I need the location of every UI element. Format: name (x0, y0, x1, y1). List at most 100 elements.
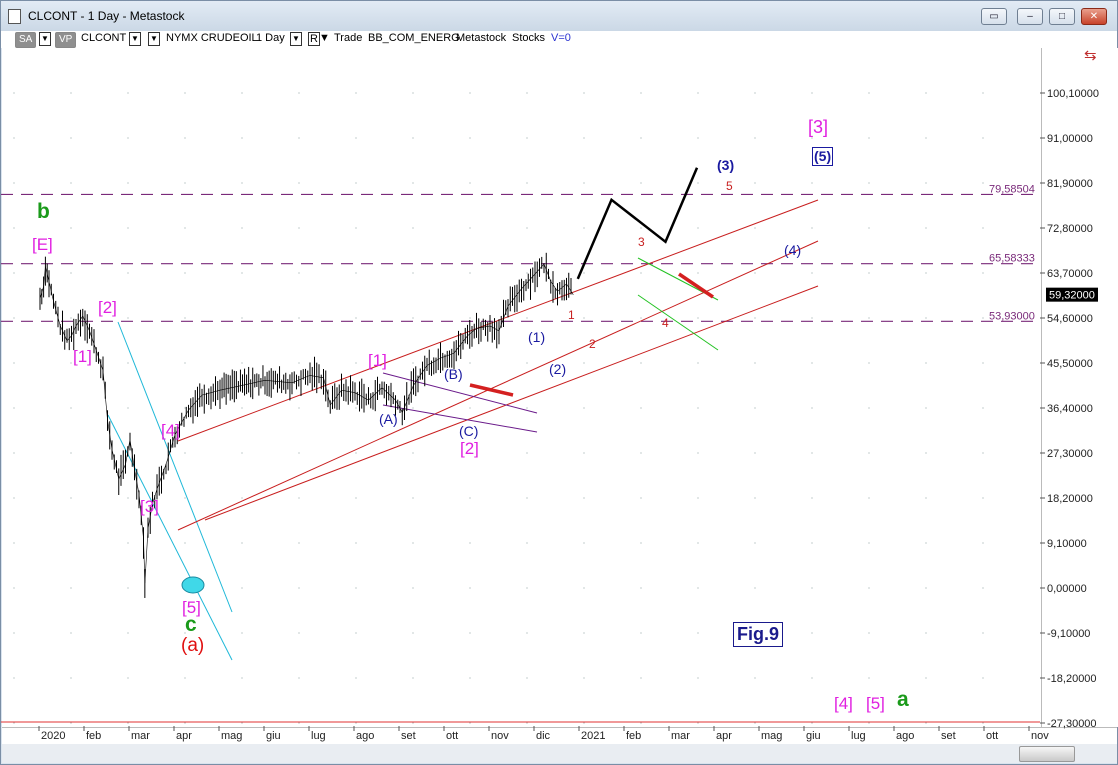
volume-indicator: V=0 (551, 32, 571, 44)
grid-dot (640, 677, 642, 679)
instrument-dropdown-icon[interactable]: ▼ (148, 32, 160, 46)
flag-line-top (382, 372, 538, 414)
grid-dot (868, 92, 870, 94)
grid-dot (241, 677, 243, 679)
x-tick-label: dic (536, 730, 551, 742)
grid-dot (127, 137, 129, 139)
grid-dot (583, 317, 585, 319)
grid-dot (298, 452, 300, 454)
grid-dot (70, 587, 72, 589)
chart-toolbar: SA ▼ VP CLCONT ▼ ▼ NYMX CRUDEOIL 1 Day ▼… (1, 31, 1117, 48)
y-tick-label: 18,20000 (1047, 493, 1093, 505)
grid-dot (982, 722, 984, 724)
grid-dot (640, 137, 642, 139)
grid-dot (355, 722, 357, 724)
plot-area[interactable] (2, 48, 1041, 727)
x-tick-label: mar (671, 730, 690, 742)
y-axis-area (1041, 48, 1118, 727)
maximize-button[interactable]: □ (1049, 8, 1075, 25)
channel-line-mid (177, 240, 819, 531)
x-tick-label: set (401, 730, 416, 742)
grid-dot (241, 407, 243, 409)
level-label: 53,93000 (989, 310, 1035, 322)
symbol-dropdown-icon[interactable]: ▼ (129, 32, 141, 46)
grid-dot (583, 722, 585, 724)
title-bar: CLCONT - 1 Day - Metastock ▭ – □ ✕ (1, 1, 1117, 31)
grid-dot (925, 137, 927, 139)
window-title: CLCONT - 1 Day - Metastock (28, 9, 185, 23)
grid-dot (298, 587, 300, 589)
grid-dot (298, 722, 300, 724)
grid-dot (925, 542, 927, 544)
grid-dot (868, 317, 870, 319)
grid-dot (526, 137, 528, 139)
sa-dropdown-icon[interactable]: ▼ (39, 32, 51, 46)
grid-dot (241, 542, 243, 544)
grid-dot (469, 227, 471, 229)
grid-dot (640, 92, 642, 94)
grid-dot (811, 722, 813, 724)
r-button[interactable]: R (308, 32, 320, 46)
period-dropdown-icon[interactable]: ▼ (290, 32, 302, 46)
grid-dot (412, 272, 414, 274)
grid-dot (355, 452, 357, 454)
grid-dot (697, 722, 699, 724)
horizontal-scrollbar[interactable] (2, 744, 1117, 763)
grid-dot (583, 182, 585, 184)
wave-label-3-major: [3] (140, 497, 159, 516)
grid-dot (925, 632, 927, 634)
grid-dot (925, 227, 927, 229)
x-tick-label: feb (626, 730, 641, 742)
grid-dot (526, 722, 528, 724)
chart-tools-icon[interactable]: ⇆ (1084, 47, 1097, 64)
grid-dot (184, 452, 186, 454)
grid-dot (754, 542, 756, 544)
grid-dot (526, 92, 528, 94)
grid-dot (811, 137, 813, 139)
grid-dot (412, 722, 414, 724)
grid-dot (184, 407, 186, 409)
grid-dot (754, 272, 756, 274)
toolbar-item-source: Metastock (456, 32, 507, 44)
grid-dot (526, 407, 528, 409)
grid-dot (70, 677, 72, 679)
grid-dot (127, 722, 129, 724)
grid-dot (754, 587, 756, 589)
wave-label-C: (C) (459, 423, 479, 439)
grid-dot (355, 632, 357, 634)
grid-dot (298, 137, 300, 139)
vp-button[interactable]: VP (55, 32, 77, 48)
close-button[interactable]: ✕ (1081, 8, 1107, 25)
grid-dot (70, 632, 72, 634)
red-marker-2 (678, 272, 714, 299)
y-tick-label: 54,60000 (1047, 313, 1093, 325)
grid-dot (925, 182, 927, 184)
x-tick-label: ott (446, 730, 458, 742)
symbol-field[interactable]: CLCONT (81, 32, 127, 44)
grid-dot (298, 407, 300, 409)
r-dropdown-icon[interactable]: ▼ (319, 32, 330, 44)
grid-dot (13, 227, 15, 229)
grid-dot (982, 137, 984, 139)
grid-dot (412, 677, 414, 679)
restore-toolbar-icon[interactable]: ▭ (981, 8, 1007, 25)
grid-dot (298, 317, 300, 319)
grid-dot (982, 182, 984, 184)
minimize-button[interactable]: – (1017, 8, 1043, 25)
grid-dot (811, 452, 813, 454)
grid-dot (526, 317, 528, 319)
y-tick-label: 36,40000 (1047, 403, 1093, 415)
sa-button[interactable]: SA (15, 32, 37, 48)
grid-dot (469, 272, 471, 274)
document-icon (8, 9, 21, 24)
grid-dot (13, 632, 15, 634)
grid-dot (127, 632, 129, 634)
grid-dot (127, 92, 129, 94)
scrollbar-thumb[interactable] (1019, 746, 1075, 762)
grid-dot (526, 452, 528, 454)
period-field[interactable]: 1 Day (256, 32, 285, 44)
grid-dot (241, 362, 243, 364)
grid-dot (13, 542, 15, 544)
grid-dot (184, 317, 186, 319)
grid-dot (754, 677, 756, 679)
